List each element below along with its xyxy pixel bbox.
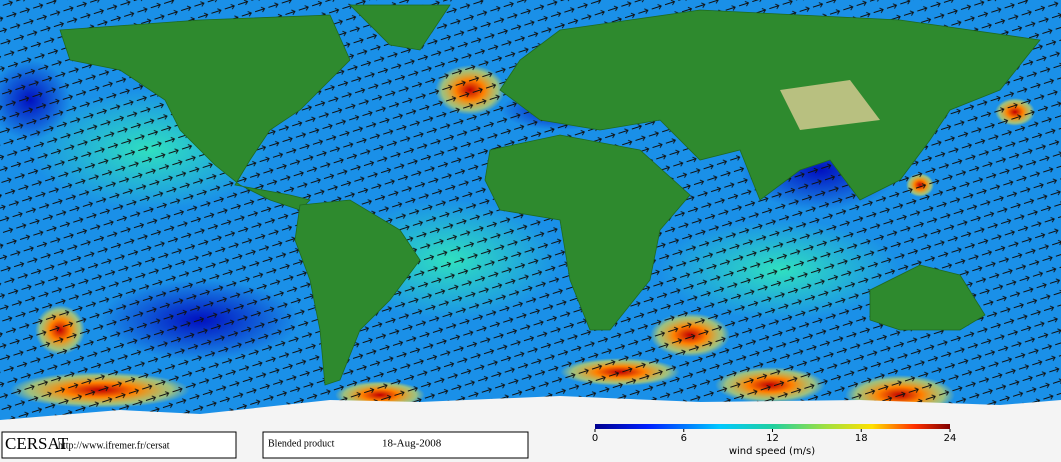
logo-box [1,431,237,459]
colorbar-gradient [595,424,950,429]
colorbar-tick-label: 24 [944,433,957,444]
colorbar: wind speed (m/s) 0 6 12 18 24 [592,424,957,457]
product: Blended product [268,438,335,449]
colorbar-tick-label: 12 [766,433,779,444]
colorbar-tick-label: 0 [592,433,598,444]
product-box [262,431,529,459]
url: http://www.ifremer.fr/cersat [58,440,170,451]
land [59,4,1041,386]
logo: CERSAT [5,434,69,453]
footer: CERSAT http://www.ifremer.fr/cersat Blen… [1,431,529,459]
colorbar-tick-label: 18 [855,433,868,444]
date: 18-Aug-2008 [382,438,442,450]
colorbar-tick-label: 6 [681,433,687,444]
colorbar-label: wind speed (m/s) [729,446,815,457]
